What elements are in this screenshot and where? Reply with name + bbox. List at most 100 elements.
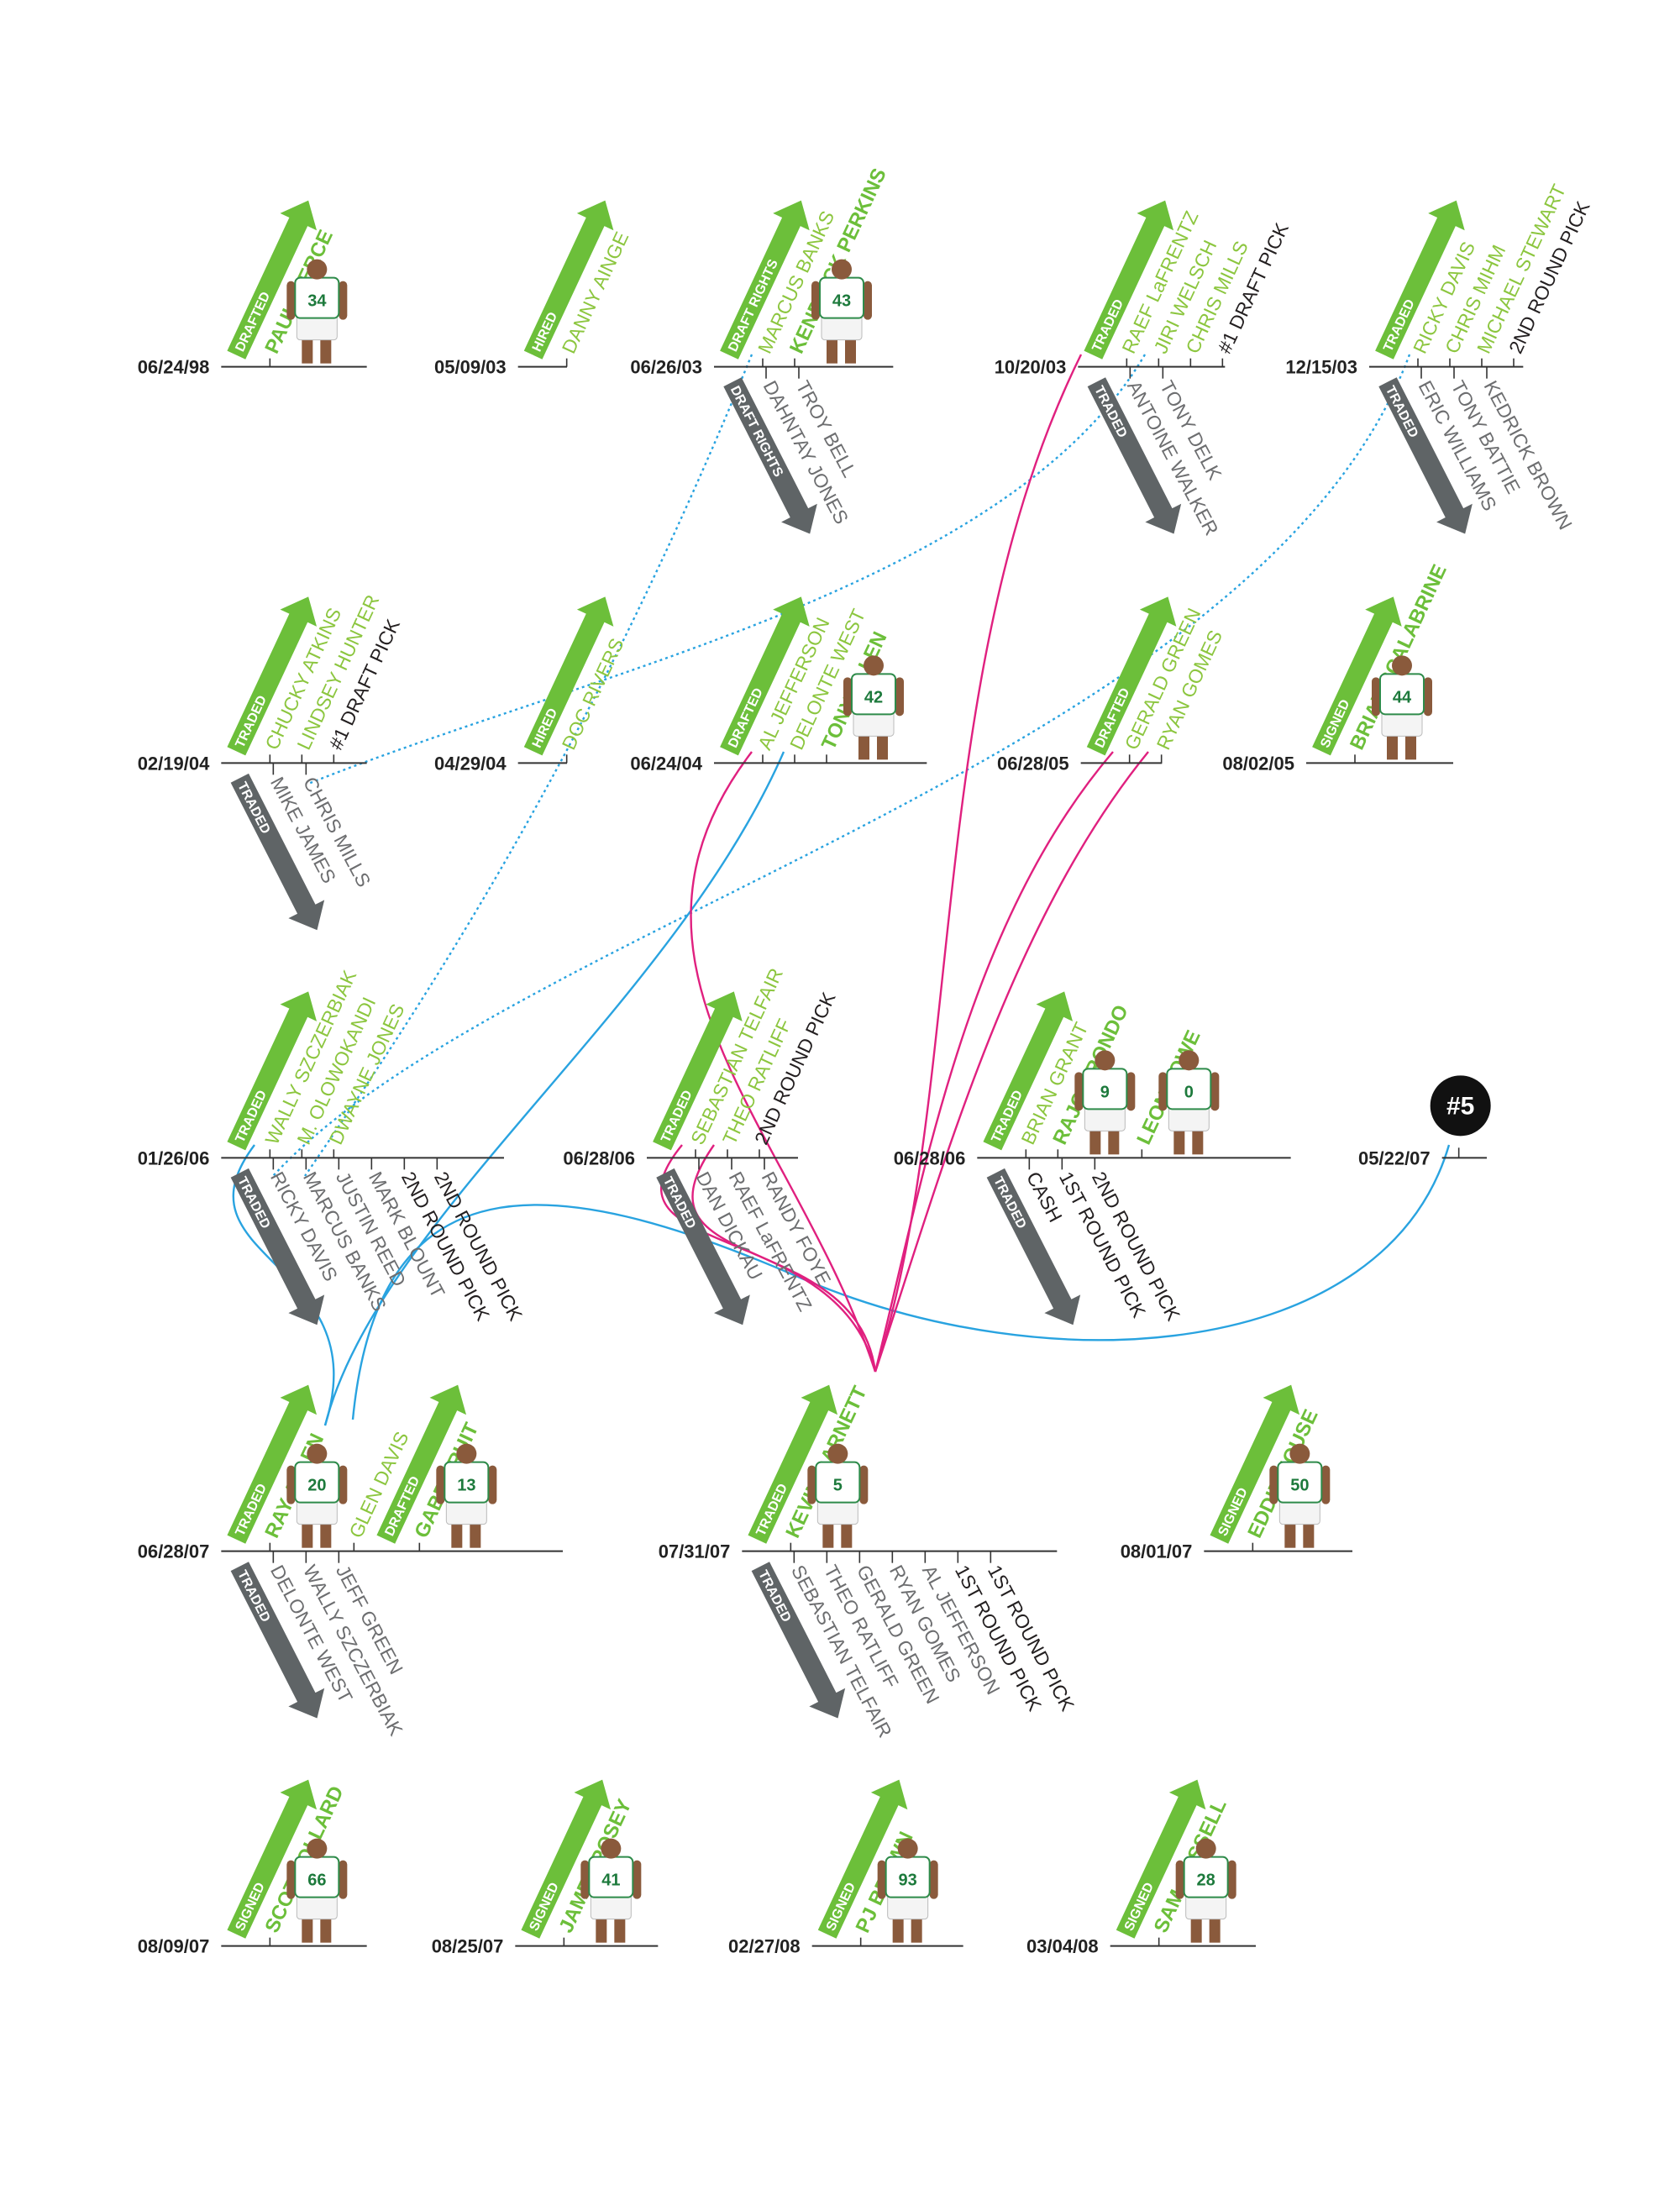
event-date: 06/28/07	[138, 1541, 210, 1562]
arm	[286, 1465, 296, 1504]
player-photo: 9	[1074, 1050, 1136, 1155]
arm	[1321, 1465, 1331, 1504]
arm	[895, 677, 904, 717]
event-date: 06/28/06	[563, 1147, 635, 1168]
arrow-shape	[723, 377, 817, 534]
head	[1179, 1050, 1200, 1071]
player-photo: 34	[286, 259, 348, 364]
link-gomes	[874, 751, 1149, 1373]
event-date: 08/25/07	[432, 1936, 504, 1957]
arrow-shape	[748, 1384, 838, 1544]
event-date: 06/24/04	[630, 753, 702, 774]
head	[827, 1443, 848, 1464]
head	[307, 1838, 328, 1859]
link-marcus-banks	[304, 354, 753, 1177]
arrow-shape	[230, 1168, 325, 1326]
arrow-shape	[227, 200, 318, 360]
jersey-number: 44	[1393, 688, 1412, 706]
arm	[864, 281, 872, 320]
arrow-shape	[227, 991, 318, 1151]
arrow-shape	[230, 773, 325, 931]
event-date: 02/19/04	[138, 753, 210, 774]
link-chris-mills	[307, 354, 1147, 785]
arm	[1372, 677, 1380, 717]
head	[456, 1443, 477, 1464]
arm	[929, 1860, 938, 1899]
event-date: 04/29/04	[434, 753, 507, 774]
arrow-shape	[1084, 200, 1174, 360]
event-date: 06/24/98	[138, 357, 210, 378]
player-photo: 50	[1269, 1443, 1331, 1548]
arrow-shape	[1086, 596, 1177, 756]
player-photo: 43	[811, 259, 872, 364]
head	[1289, 1443, 1310, 1464]
event-date: 08/02/05	[1222, 753, 1294, 774]
player-photo: 20	[286, 1443, 348, 1548]
jersey-number: 42	[864, 688, 883, 706]
event-date: 01/26/06	[138, 1147, 210, 1168]
arm	[436, 1465, 445, 1504]
jersey-number: 20	[307, 1477, 326, 1495]
arrow-shape	[521, 1779, 612, 1939]
arm	[1074, 1072, 1084, 1111]
jersey-number: 5	[833, 1477, 843, 1495]
head	[601, 1838, 622, 1859]
arm	[1210, 1072, 1220, 1111]
player-photo: 13	[436, 1443, 497, 1548]
arrow-shape	[523, 596, 614, 756]
arrow-shape	[1210, 1384, 1300, 1544]
event-date: 06/28/05	[997, 753, 1069, 774]
arrow-shape	[376, 1384, 467, 1544]
arrow-shape	[653, 991, 743, 1151]
head	[1392, 655, 1412, 676]
player-photo: 93	[877, 1838, 938, 1943]
arrow-shape	[817, 1779, 908, 1939]
jersey-number: 41	[601, 1872, 620, 1890]
event-date: 05/09/03	[434, 357, 507, 378]
head	[307, 1443, 328, 1464]
arm	[859, 1465, 869, 1504]
arrow-shape	[227, 1779, 318, 1939]
arrow-shape	[986, 1168, 1081, 1326]
arrow-shape	[230, 1562, 325, 1719]
link-delonte-west	[323, 751, 785, 1426]
arm	[1158, 1072, 1168, 1111]
arrow-shape	[523, 200, 614, 360]
arm	[488, 1465, 497, 1504]
head	[1095, 1050, 1116, 1071]
arrow-shape	[720, 596, 810, 756]
arrow-shape	[983, 991, 1074, 1151]
player-photo: 44	[1372, 655, 1432, 760]
event-date: 07/31/07	[659, 1541, 731, 1562]
arm	[1126, 1072, 1136, 1111]
badge-label: #5	[1446, 1092, 1474, 1120]
link-green	[874, 751, 1114, 1373]
link-jefferson	[690, 751, 877, 1373]
head	[832, 259, 852, 280]
jersey-number: 28	[1197, 1872, 1215, 1890]
arm	[633, 1860, 642, 1899]
head	[307, 259, 328, 280]
player-photo: 0	[1158, 1050, 1220, 1155]
event-date: 02/27/08	[728, 1936, 801, 1957]
arm	[1269, 1465, 1278, 1504]
arrow-shape	[227, 596, 318, 756]
arm	[339, 281, 348, 320]
jersey-number: 50	[1290, 1477, 1309, 1495]
arrow-shape	[720, 200, 810, 360]
event-date: 10/20/03	[995, 357, 1067, 378]
player-photo: 41	[580, 1838, 642, 1943]
arrow-shape	[1312, 596, 1402, 756]
event-date: 08/01/07	[1121, 1541, 1193, 1562]
arm	[1424, 677, 1432, 717]
arm	[286, 281, 296, 320]
jersey-number: 9	[1100, 1083, 1110, 1101]
arrow-shape	[751, 1562, 846, 1719]
arm	[580, 1860, 590, 1899]
arrow-shape	[656, 1168, 750, 1326]
arrow-shape	[1375, 200, 1465, 360]
arm	[811, 281, 820, 320]
player-photo: 5	[807, 1443, 869, 1548]
connections	[232, 354, 1451, 1426]
